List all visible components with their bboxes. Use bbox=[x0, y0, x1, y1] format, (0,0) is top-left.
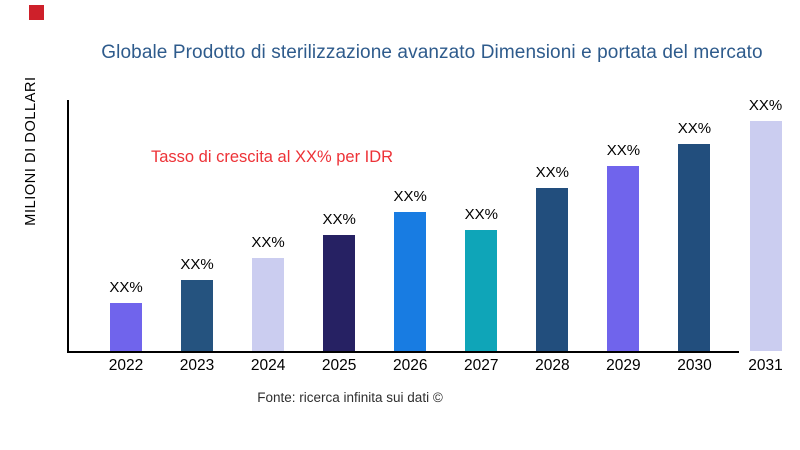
logo-red-square bbox=[29, 5, 44, 20]
x-tick-label-2025: 2025 bbox=[321, 357, 357, 374]
x-tick-label-2027: 2027 bbox=[464, 357, 499, 374]
x-tick-label-2024: 2024 bbox=[250, 357, 286, 374]
bar-2026 bbox=[394, 212, 427, 351]
bar-2030 bbox=[678, 144, 711, 351]
x-tick-label-2029: 2029 bbox=[606, 357, 641, 374]
bar-value-label-2025: XX% bbox=[322, 211, 356, 228]
bar-2022 bbox=[110, 303, 142, 351]
bar-2031 bbox=[749, 121, 782, 351]
x-axis-line bbox=[67, 351, 739, 353]
bar-value-label-2022: XX% bbox=[109, 279, 143, 296]
y-axis-line bbox=[67, 100, 69, 353]
bar-value-label-2028: XX% bbox=[535, 164, 570, 181]
bar-2028 bbox=[536, 188, 569, 351]
bar-2024 bbox=[252, 258, 285, 351]
y-axis-label: MILIONI DI DOLLARI bbox=[23, 76, 39, 226]
chart-title: Globale Prodotto di sterilizzazione avan… bbox=[101, 42, 763, 63]
x-tick-label-2022: 2022 bbox=[108, 357, 144, 374]
x-tick-label-2023: 2023 bbox=[179, 357, 215, 374]
bar-2029 bbox=[607, 166, 640, 351]
bar-2027 bbox=[465, 230, 498, 351]
bar-value-label-2027: XX% bbox=[464, 206, 498, 223]
bar-value-label-2030: XX% bbox=[677, 120, 712, 137]
bar-value-label-2026: XX% bbox=[393, 188, 427, 205]
bar-2023 bbox=[181, 280, 214, 351]
x-tick-label-2026: 2026 bbox=[392, 357, 428, 374]
source-note: Fonte: ricerca infinita sui dati © bbox=[257, 390, 443, 405]
x-tick-label-2030: 2030 bbox=[677, 357, 712, 374]
bar-value-label-2023: XX% bbox=[180, 256, 214, 273]
bar-2025 bbox=[323, 235, 356, 351]
bar-value-label-2024: XX% bbox=[251, 234, 285, 251]
x-tick-label-2028: 2028 bbox=[535, 357, 570, 374]
bar-value-label-2029: XX% bbox=[606, 142, 641, 159]
x-tick-label-2031: 2031 bbox=[748, 357, 783, 374]
bar-value-label-2031: XX% bbox=[748, 97, 783, 114]
growth-rate-annotation: Tasso di crescita al XX% per IDR bbox=[151, 148, 394, 166]
